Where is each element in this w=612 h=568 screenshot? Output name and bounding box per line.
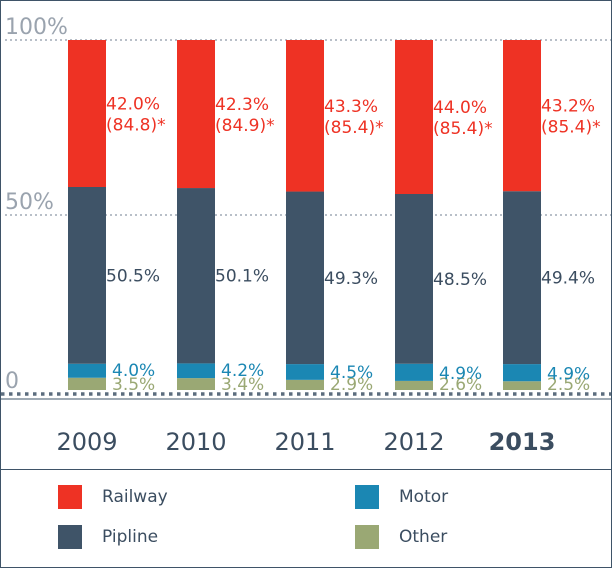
bar-segment-railway-2012 (395, 40, 433, 194)
data-label-pipline: 49.4% (541, 269, 595, 289)
data-label-pipline: 50.5% (106, 266, 160, 286)
data-label-pipline: 49.3% (324, 269, 378, 289)
y-tick-label: 50% (5, 190, 54, 215)
data-label-other: 2.5% (547, 375, 590, 395)
x-tick-label: 2013 (489, 428, 556, 456)
legend-item-pipline: Pipline (58, 524, 158, 550)
legend-item-other: Other (355, 524, 447, 550)
y-tick-label: 100% (5, 15, 68, 40)
legend-swatch (355, 485, 379, 509)
axis-layer: 100% 50% 0 2009 2010 2011 2012 2013 (1, 15, 611, 456)
data-label-railway-secondary: (84.9)* (215, 116, 275, 136)
bar-segment-railway-2010 (177, 40, 215, 189)
stacked-bar-chart: 3.5%4.0% 50.5% 42.0%(84.8)* 3.4%4.2% 50.1% 42… (1, 15, 611, 456)
data-label-other: 3.4% (221, 375, 264, 395)
data-label-railway-secondary: (84.8)* (106, 116, 166, 136)
data-label-railway-secondary: (85.4)* (324, 118, 384, 138)
bar-segment-pipline-2011 (286, 191, 324, 365)
data-label-railway: 43.3% (324, 97, 378, 117)
bar-segment-motor-2013 (503, 364, 541, 382)
data-label-other: 3.5% (112, 375, 155, 395)
data-label-motor: 4.0% (112, 361, 155, 381)
bar-segment-railway-2009 (68, 40, 106, 187)
legend-label: Motor (399, 487, 449, 507)
bar-segment-pipline-2010 (177, 188, 215, 364)
data-label-motor: 4.9% (439, 364, 482, 384)
data-label-other: 2.9% (330, 375, 373, 395)
legend-item-railway: Railway (58, 484, 168, 510)
bar-segment-other-2009 (68, 377, 106, 390)
bar-segment-motor-2012 (395, 363, 433, 381)
bar-segment-pipline-2013 (503, 191, 541, 365)
bar-segment-motor-2011 (286, 364, 324, 380)
legend-swatch (58, 485, 82, 509)
bar-segment-other-2011 (286, 379, 324, 390)
legend-swatch (355, 525, 379, 549)
x-tick-label: 2012 (383, 428, 444, 456)
data-label-pipline: 48.5% (433, 270, 487, 290)
bar-segment-other-2010 (177, 378, 215, 390)
bar-segment-railway-2011 (286, 40, 324, 192)
y-tick-label: 0 (5, 369, 19, 394)
x-tick-label: 2009 (56, 428, 117, 456)
bar-segment-railway-2013 (503, 40, 541, 192)
bar-segment-motor-2009 (68, 363, 106, 378)
data-label-pipline: 50.1% (215, 267, 269, 287)
legend-label: Pipline (102, 527, 159, 547)
bar-segment-other-2012 (395, 380, 433, 390)
data-label-railway: 42.3% (215, 95, 269, 115)
bars-layer (68, 40, 541, 390)
bar-segment-pipline-2009 (68, 187, 106, 364)
data-label-motor: 4.9% (547, 364, 590, 384)
bar-segment-other-2013 (503, 381, 541, 390)
data-label-other: 2.6% (439, 375, 482, 395)
legend-label: Other (399, 527, 448, 547)
data-label-railway-secondary: (85.4)* (433, 119, 493, 139)
labels-layer: 3.5%4.0% 50.5% 42.0%(84.8)* 3.4%4.2% 50.1% 42… (106, 95, 601, 396)
data-label-railway-secondary: (85.4)* (541, 118, 601, 138)
bar-segment-motor-2010 (177, 363, 215, 379)
legend: Railway Motor Pipline Other (1, 469, 611, 568)
data-label-railway: 44.0% (433, 98, 487, 118)
data-label-railway: 42.0% (106, 95, 160, 115)
legend-label: Railway (102, 487, 168, 507)
x-tick-label: 2010 (165, 428, 226, 456)
data-label-motor: 4.2% (221, 361, 264, 381)
data-label-motor: 4.5% (330, 363, 373, 383)
bar-segment-pipline-2012 (395, 194, 433, 364)
legend-swatch (58, 525, 82, 549)
legend-item-motor: Motor (355, 484, 448, 510)
data-label-railway: 43.2% (541, 97, 595, 117)
x-tick-label: 2011 (274, 428, 335, 456)
